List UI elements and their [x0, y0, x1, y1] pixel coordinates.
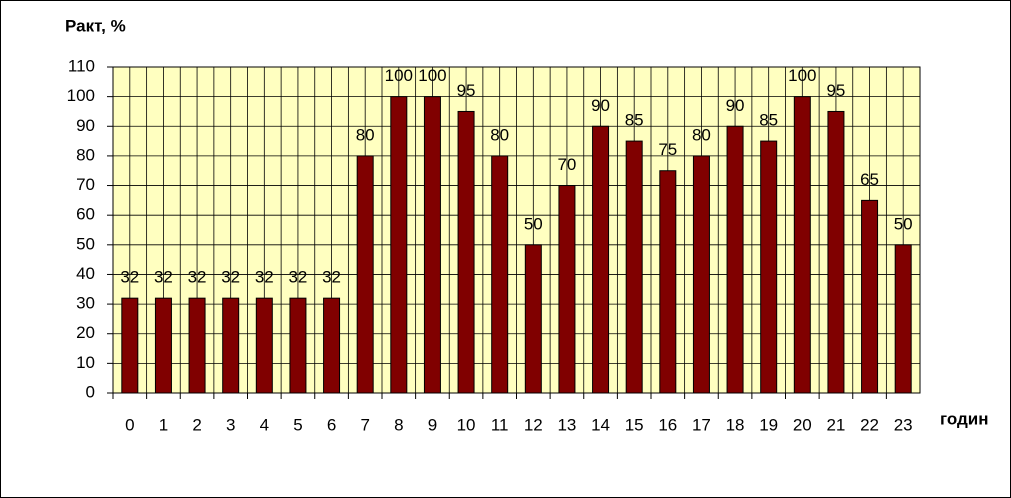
data-label: 75 — [658, 140, 677, 159]
data-label: 32 — [322, 268, 341, 287]
x-tick-label: 13 — [557, 415, 576, 434]
bar — [659, 170, 677, 394]
data-label: 80 — [692, 125, 711, 144]
x-tick-label: 18 — [726, 415, 745, 434]
x-tick-label: 22 — [860, 415, 879, 434]
data-label: 100 — [788, 66, 816, 85]
x-tick-label: 20 — [793, 415, 812, 434]
y-tick-label: 100 — [67, 86, 95, 105]
y-tick-label: 90 — [76, 116, 95, 135]
x-tick-label: 8 — [394, 415, 403, 434]
x-tick-label: 9 — [428, 415, 437, 434]
bar — [894, 244, 912, 394]
bar — [491, 155, 509, 394]
x-tick-label: 14 — [591, 415, 610, 434]
y-tick-label: 0 — [86, 382, 95, 401]
y-tick-label: 40 — [76, 264, 95, 283]
x-tick-label: 23 — [894, 415, 913, 434]
bar — [289, 297, 307, 394]
data-label: 32 — [120, 268, 139, 287]
x-tick-label: 7 — [360, 415, 369, 434]
bar — [827, 110, 845, 394]
x-tick-label: 6 — [327, 415, 336, 434]
x-tick-label: 21 — [826, 415, 845, 434]
data-label: 32 — [288, 268, 307, 287]
data-label: 100 — [418, 66, 446, 85]
x-tick-label: 12 — [524, 415, 543, 434]
bar — [121, 297, 139, 394]
data-label: 32 — [221, 268, 240, 287]
data-label: 32 — [154, 268, 173, 287]
data-label: 90 — [591, 96, 610, 115]
x-tick-label: 19 — [759, 415, 778, 434]
bar — [154, 297, 172, 394]
bar — [524, 244, 542, 394]
data-label: 95 — [826, 81, 845, 100]
bar — [423, 96, 441, 394]
bar — [760, 140, 778, 394]
bar — [625, 140, 643, 394]
y-tick-label: 80 — [76, 145, 95, 164]
x-tick-label: 10 — [457, 415, 476, 434]
y-tick-label: 50 — [76, 234, 95, 253]
bar — [558, 185, 576, 394]
bar — [793, 96, 811, 394]
data-label: 80 — [490, 125, 509, 144]
data-label: 65 — [860, 170, 879, 189]
bar — [592, 125, 610, 394]
bar — [390, 96, 408, 394]
data-label: 85 — [759, 111, 778, 130]
y-tick-label: 10 — [76, 353, 95, 372]
data-label: 90 — [726, 96, 745, 115]
data-label: 85 — [625, 111, 644, 130]
y-tick-label: 110 — [68, 56, 95, 75]
bar — [356, 155, 374, 394]
data-label: 50 — [894, 214, 913, 233]
y-tick-label: 60 — [76, 205, 95, 224]
bar — [861, 199, 879, 394]
y-tick-label: 30 — [76, 294, 95, 313]
x-axis-label: годин — [940, 409, 989, 428]
y-tick-label: 20 — [76, 323, 95, 342]
bar — [188, 297, 206, 394]
bar — [323, 297, 341, 394]
data-label: 32 — [255, 268, 274, 287]
data-label: 95 — [457, 81, 476, 100]
x-tick-label: 15 — [625, 415, 644, 434]
bar — [692, 155, 710, 394]
x-tick-label: 16 — [658, 415, 677, 434]
bar — [726, 125, 744, 394]
data-label: 100 — [385, 66, 413, 85]
bar — [222, 297, 240, 394]
x-tick-label: 11 — [491, 415, 509, 434]
x-tick-label: 17 — [692, 415, 711, 434]
data-label: 50 — [524, 214, 543, 233]
data-label: 32 — [188, 268, 207, 287]
x-tick-label: 5 — [293, 415, 302, 434]
x-tick-label: 1 — [159, 415, 168, 434]
data-label: 80 — [356, 125, 375, 144]
data-label: 70 — [557, 155, 576, 174]
bar — [255, 297, 273, 394]
x-tick-label: 4 — [260, 415, 269, 434]
x-tick-label: 2 — [192, 415, 201, 434]
x-tick-label: 3 — [226, 415, 235, 434]
y-tick-label: 70 — [76, 175, 95, 194]
y-axis-label: Ракт, % — [65, 16, 126, 35]
bar — [457, 110, 475, 394]
x-tick-label: 0 — [125, 415, 134, 434]
